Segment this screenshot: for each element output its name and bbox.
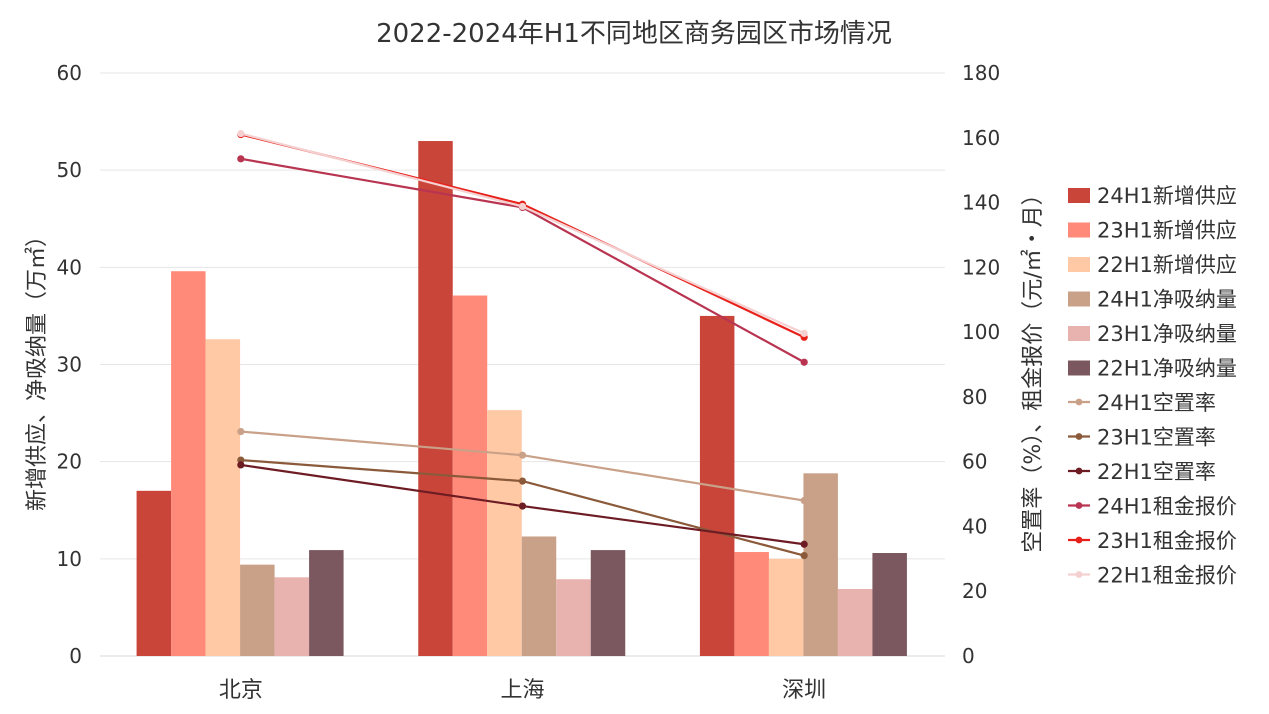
- legend-marker: [1075, 536, 1083, 544]
- series-line: [240, 133, 805, 339]
- line-series-group: [237, 129, 808, 560]
- series-line: [240, 132, 805, 335]
- right-tick-label: 140: [962, 191, 1000, 215]
- right-tick-label: 0: [962, 644, 975, 668]
- right-tick-label: 160: [962, 126, 1000, 150]
- bar: [274, 577, 310, 656]
- bar: [734, 552, 769, 656]
- right-tick-label: 120: [962, 255, 1000, 279]
- left-tick-label: 20: [57, 450, 82, 474]
- bar: [768, 558, 804, 656]
- legend-label: 24H1租金报价: [1097, 495, 1237, 519]
- line-point: [800, 551, 808, 560]
- line-point: [237, 155, 245, 163]
- left-tick-label: 40: [57, 255, 82, 279]
- legend-label: 22H1净吸纳量: [1097, 357, 1237, 381]
- line-point: [800, 496, 808, 505]
- legend-swatch: [1068, 188, 1090, 203]
- legend-swatch: [1068, 291, 1090, 307]
- legend-label: 23H1空置率: [1097, 426, 1216, 450]
- left-tick-label: 50: [57, 158, 82, 182]
- legend-label: 22H1新增供应: [1097, 253, 1237, 277]
- legend-marker: [1075, 433, 1083, 440]
- left-axis-ticks: 0 10 20 30 40 50 60: [57, 61, 82, 668]
- line-point: [800, 540, 808, 548]
- left-tick-label: 0: [69, 644, 82, 668]
- bar: [205, 339, 241, 656]
- legend-label: 22H1空置率: [1097, 460, 1216, 484]
- bar: [487, 410, 522, 656]
- legend-swatch: [1068, 257, 1090, 272]
- bar: [803, 473, 838, 656]
- right-tick-label: 20: [962, 579, 987, 603]
- legend-label: 24H1净吸纳量: [1097, 288, 1237, 312]
- legend-swatch: [1068, 222, 1090, 238]
- legend-label: 23H1新增供应: [1097, 219, 1237, 243]
- left-tick-label: 60: [57, 61, 82, 85]
- left-tick-label: 10: [57, 547, 82, 571]
- line-point: [518, 477, 527, 485]
- bar: [590, 550, 626, 656]
- chart-title: 2022-2024年H1不同地区商务园区市场情况: [376, 19, 892, 49]
- bar-series-group: [136, 141, 907, 656]
- right-tick-label: 180: [962, 61, 1000, 85]
- bar: [240, 564, 275, 656]
- legend-marker: [1075, 571, 1083, 578]
- bar: [837, 588, 873, 656]
- line-point: [518, 202, 527, 211]
- right-axis-ticks: 0 20 40 60 80 100 120 140 160 180: [962, 61, 1000, 668]
- line-point: [800, 329, 808, 338]
- line-point: [237, 129, 245, 138]
- right-axis-label: 空置率（%）、租金报价（元/㎡・月）: [1020, 183, 1046, 552]
- bar: [418, 141, 453, 656]
- line-point: [800, 358, 808, 366]
- legend-marker: [1075, 398, 1083, 406]
- right-tick-label: 40: [962, 514, 987, 538]
- legend-label: 23H1净吸纳量: [1097, 322, 1237, 346]
- legend-label: 22H1租金报价: [1097, 564, 1237, 588]
- category-label: 北京: [219, 678, 263, 703]
- bar: [309, 550, 344, 656]
- category-label: 上海: [500, 678, 544, 703]
- legend-marker: [1075, 467, 1083, 475]
- line-point: [518, 502, 527, 510]
- legend: 24H1新增供应 23H1新增供应 22H1新增供应 24H1净吸纳量 23H1净吸纳量…: [1068, 184, 1237, 588]
- category-label: 深圳: [782, 678, 826, 703]
- legend-swatch: [1068, 360, 1090, 376]
- legend-label: 24H1空置率: [1097, 391, 1216, 415]
- right-tick-label: 100: [962, 320, 1000, 344]
- category-labels: 北京 上海 深圳: [219, 678, 826, 703]
- line-point: [237, 461, 245, 469]
- bar: [521, 536, 557, 656]
- legend-label: 23H1租金报价: [1097, 529, 1237, 553]
- legend-swatch: [1068, 326, 1090, 341]
- line-point: [237, 427, 245, 436]
- bar: [556, 579, 591, 656]
- bar: [872, 553, 907, 656]
- right-tick-label: 60: [962, 450, 987, 474]
- legend-marker: [1075, 502, 1083, 509]
- left-tick-label: 30: [57, 353, 82, 377]
- right-tick-label: 80: [962, 385, 987, 409]
- bar: [171, 271, 206, 656]
- left-axis-label: 新增供应、净吸纳量（万㎡）: [24, 225, 50, 511]
- bar: [136, 490, 172, 656]
- legend-label: 24H1新增供应: [1097, 184, 1237, 208]
- line-point: [518, 451, 527, 459]
